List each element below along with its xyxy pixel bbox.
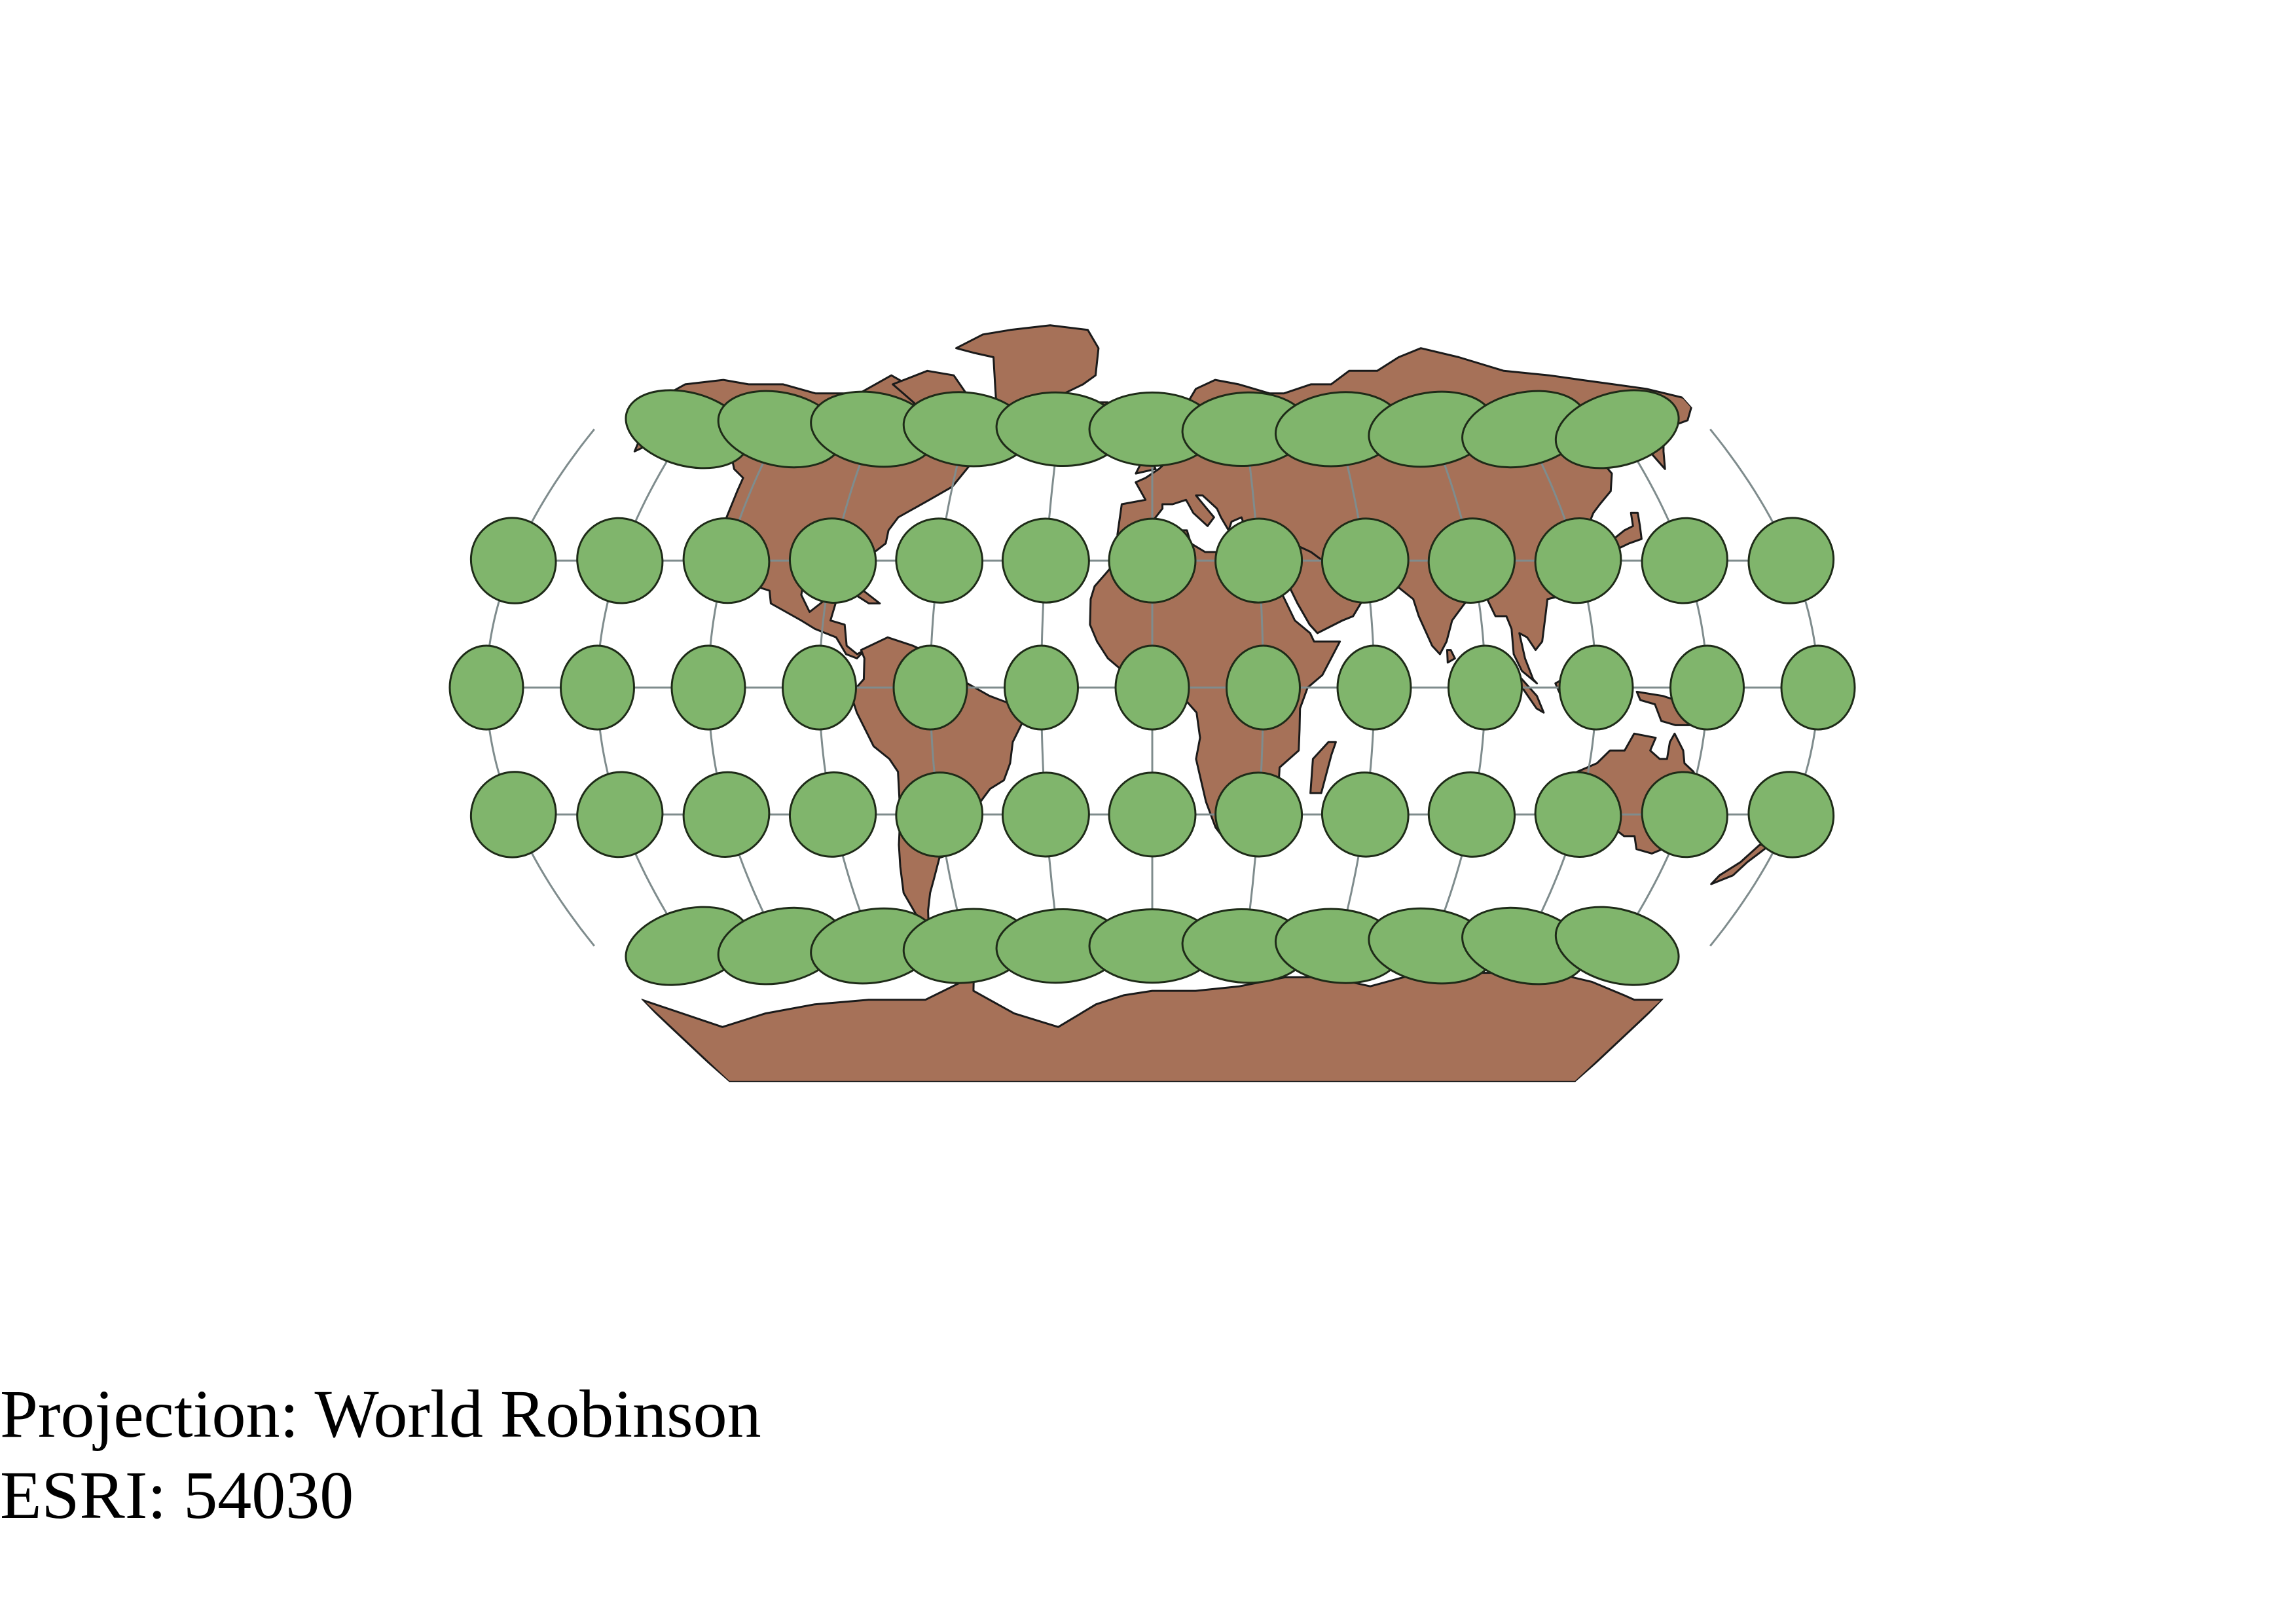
tissot-ellipse: [1214, 771, 1303, 858]
tissot-indicatrix: [448, 389, 1856, 986]
tissot-ellipse: [1534, 771, 1622, 858]
tissot-ellipse: [1321, 517, 1410, 604]
tissot-ellipse: [1321, 771, 1410, 858]
tissot-ellipse: [1004, 644, 1079, 731]
tissot-ellipse: [788, 771, 877, 858]
landmass-madagascar: [1309, 741, 1337, 794]
tissot-ellipse: [1554, 906, 1680, 986]
tissot-ellipse: [895, 771, 984, 858]
tissot-ellipse: [1114, 644, 1190, 731]
tissot-ellipse: [1336, 644, 1412, 731]
tissot-ellipse: [1214, 517, 1303, 604]
tissot-ellipse: [682, 517, 771, 604]
tissot-ellipse: [1001, 517, 1090, 604]
tissot-ellipse: [469, 771, 557, 858]
tissot-ellipse: [1641, 517, 1728, 604]
tissot-ellipse: [1641, 771, 1728, 858]
tissot-ellipse: [895, 517, 984, 604]
projection-caption: Projection: World Robinson: [0, 1376, 761, 1452]
tissot-ellipse: [892, 644, 968, 731]
tissot-ellipse: [1747, 771, 1835, 858]
tissot-ellipse: [1554, 389, 1680, 470]
tissot-ellipse: [469, 517, 557, 604]
tissot-ellipse: [448, 644, 524, 731]
tissot-ellipse: [1780, 644, 1856, 731]
tissot-ellipse: [682, 771, 771, 858]
landmass-antarctica: [640, 958, 1664, 1082]
tissot-ellipse: [576, 517, 664, 604]
tissot-ellipse: [1427, 771, 1516, 858]
tissot-ellipse: [1108, 771, 1197, 858]
tissot-ellipse: [1226, 644, 1301, 731]
tissot-ellipse: [788, 517, 877, 604]
tissot-ellipse: [1448, 644, 1523, 731]
tissot-ellipse: [1001, 771, 1090, 858]
tissot-ellipse: [1747, 517, 1835, 604]
tissot-ellipse: [670, 644, 746, 731]
tissot-ellipse: [1427, 517, 1516, 604]
tissot-ellipse: [560, 644, 635, 731]
tissot-ellipse: [1108, 517, 1197, 604]
landmass-new-zealand: [1710, 843, 1772, 885]
landmass-sri-lanka: [1446, 649, 1456, 664]
tissot-ellipse: [1534, 517, 1622, 604]
tissot-ellipse: [576, 771, 664, 858]
tissot-ellipse: [1558, 644, 1634, 731]
tissot-ellipse: [1669, 644, 1745, 731]
tissot-ellipse: [782, 644, 857, 731]
esri-code-caption: ESRI: 54030: [0, 1458, 354, 1533]
